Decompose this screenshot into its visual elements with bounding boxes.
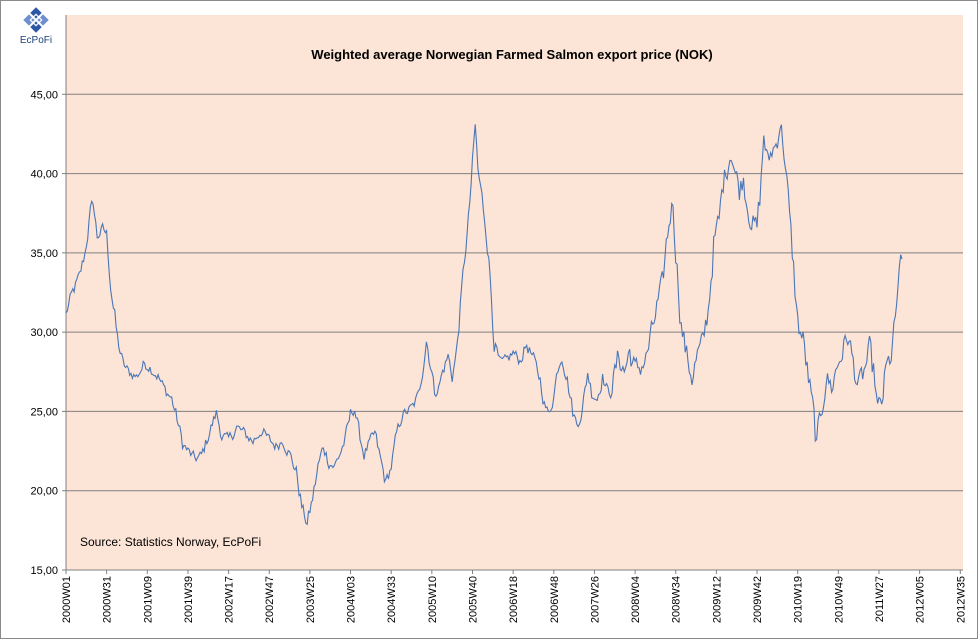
x-tick-label: 2009W42 [752,576,764,623]
x-tick-label: 2000W01 [61,576,73,623]
x-tick-label: 2007W26 [589,576,601,623]
x-axis-ticks: 2000W01 2000W31 2001W09 2001W39 2002W17 2002W… [61,570,967,623]
x-tick-label: 2012W05 [915,576,927,623]
x-tick-label: 2011W27 [874,576,886,622]
x-tick-label: 2003W25 [305,576,317,623]
x-tick-label: 2000W31 [102,576,114,623]
series-line-export-price [65,124,903,526]
logo-emblem-icon [23,7,49,33]
ecpofi-logo: EcPoFi [20,7,52,46]
x-tick-label: 2005W10 [427,576,439,623]
x-tick-label: 2004W33 [386,576,398,623]
y-tick-label: 45,00 [30,89,58,101]
chart-title: Weighted average Norwegian Farmed Salmon… [311,47,712,62]
source-note: Source: Statistics Norway, EcPoFi [80,535,261,549]
x-tick-label: 2006W18 [508,576,520,623]
x-tick-label: 2008W04 [630,576,642,623]
x-tick-label: 2002W17 [224,576,236,623]
plot-area [66,15,963,570]
x-tick-label: 2012W35 [955,576,967,623]
x-tick-label: 2001W39 [183,576,195,623]
x-tick-label: 2001W09 [142,576,154,623]
logo-text: EcPoFi [20,35,52,46]
y-tick-label: 20,00 [30,486,58,498]
x-tick-label: 2005W40 [467,576,479,623]
x-tick-label: 2002W47 [264,576,276,623]
x-tick-label: 2006W48 [549,576,561,623]
y-tick-label: 35,00 [30,248,58,260]
x-tick-label: 2009W12 [711,576,723,623]
y-tick-label: 25,00 [30,406,58,418]
x-tick-label: 2004W03 [346,576,358,623]
y-tick-label: 40,00 [30,169,58,181]
gridlines [66,93,963,492]
x-tick-label: 2010W49 [833,576,845,623]
x-tick-label: 2010W19 [793,576,805,623]
x-tick-label: 2008W34 [671,576,683,623]
y-tick-label: 30,00 [30,327,58,339]
y-tick-label: 15,00 [30,565,58,577]
y-axis-ticks: 15,00 20,00 25,00 30,00 35,00 40,00 45,00 [30,89,66,577]
